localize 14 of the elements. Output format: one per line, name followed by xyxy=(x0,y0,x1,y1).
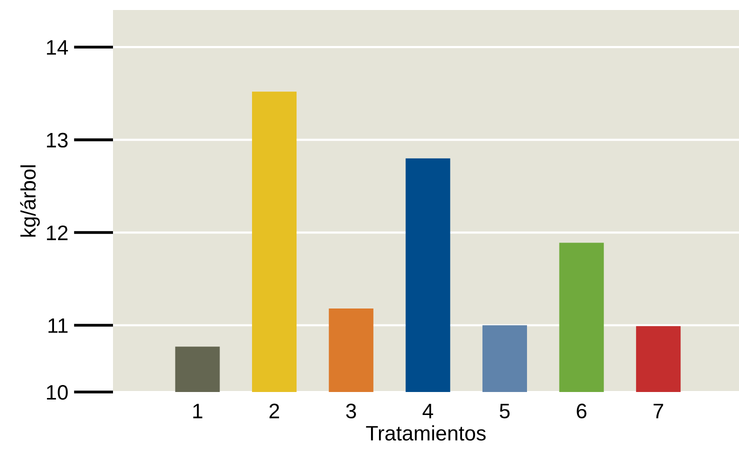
x-tick-label: 5 xyxy=(500,404,510,418)
y-tick-label: 10 xyxy=(46,385,68,400)
x-axis-title: Tratamientos xyxy=(366,425,486,441)
x-tick-label: 4 xyxy=(422,404,434,418)
x-tick-label: 2 xyxy=(270,404,280,418)
y-tick-label: 13 xyxy=(46,132,68,148)
y-tick-label: 11 xyxy=(48,318,68,333)
y-tick-label: 12 xyxy=(46,226,68,240)
y-tick-label: 14 xyxy=(46,40,68,55)
x-tick-label: 6 xyxy=(576,404,586,418)
x-tick-label: 7 xyxy=(654,404,664,418)
x-tick-label: 1 xyxy=(193,404,202,418)
y-axis-title: kg/árbol xyxy=(20,165,40,237)
x-tick-label: 3 xyxy=(346,404,356,418)
